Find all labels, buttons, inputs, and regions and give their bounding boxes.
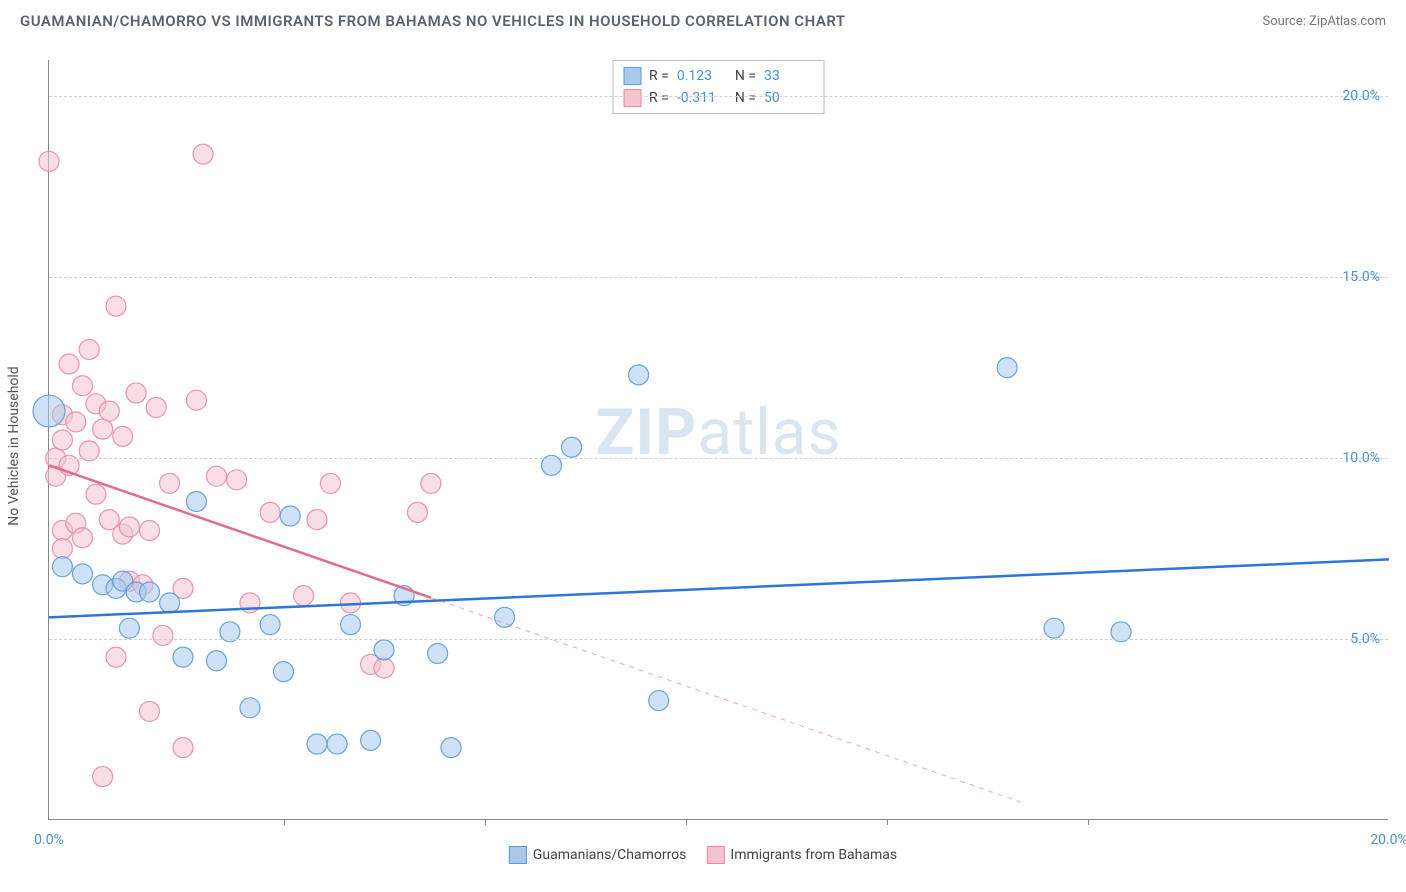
bottom-legend: Guamanians/Chamorros Immigrants from Baha…	[509, 846, 897, 864]
data-point	[186, 390, 206, 410]
data-point	[260, 615, 280, 635]
data-point	[207, 466, 227, 486]
data-point	[173, 738, 193, 758]
data-point	[320, 473, 340, 493]
x-tick	[1088, 819, 1089, 825]
data-point	[79, 340, 99, 360]
data-point	[629, 365, 649, 385]
trend-line-extrapolated	[431, 598, 1021, 802]
legend-item: Immigrants from Bahamas	[706, 846, 897, 864]
data-point	[52, 539, 72, 559]
legend-label: Guamanians/Chamorros	[533, 847, 687, 863]
data-point	[140, 701, 160, 721]
y-axis-title: No Vehicles in Household	[6, 366, 22, 525]
x-tick-label: 0.0%	[34, 832, 64, 848]
data-point	[119, 517, 139, 537]
data-point	[408, 502, 428, 522]
data-point	[33, 395, 65, 427]
trend-line	[49, 559, 1389, 617]
data-point	[153, 625, 173, 645]
x-tick	[284, 819, 285, 825]
data-point	[274, 662, 294, 682]
data-point	[193, 144, 213, 164]
y-tick-label: 15.0%	[1342, 269, 1380, 285]
data-point	[341, 615, 361, 635]
data-point	[126, 383, 146, 403]
data-point	[1044, 618, 1064, 638]
data-point	[327, 734, 347, 754]
data-point	[374, 640, 394, 660]
legend-label: Immigrants from Bahamas	[730, 847, 897, 863]
legend-swatch	[509, 846, 527, 864]
data-point	[260, 502, 280, 522]
data-point	[73, 564, 93, 584]
x-tick	[887, 819, 888, 825]
y-tick-label: 10.0%	[1342, 450, 1380, 466]
chart-title: GUAMANIAN/CHAMORRO VS IMMIGRANTS FROM BA…	[20, 12, 846, 30]
gridline	[49, 277, 1388, 278]
plot-area: ZIPatlas R = 0.123 N = 33 R = -0.311 N =…	[48, 60, 1388, 820]
data-point	[240, 698, 260, 718]
data-point	[106, 647, 126, 667]
data-point	[173, 647, 193, 667]
data-point	[140, 520, 160, 540]
data-point	[227, 470, 247, 490]
data-point	[52, 557, 72, 577]
data-point	[160, 593, 180, 613]
chart-svg	[49, 60, 1388, 819]
data-point	[421, 473, 441, 493]
data-point	[649, 691, 669, 711]
y-tick-label: 5.0%	[1350, 631, 1380, 647]
data-point	[93, 767, 113, 787]
data-point	[59, 354, 79, 374]
data-point	[73, 528, 93, 548]
data-point	[113, 426, 133, 446]
x-tick	[485, 819, 486, 825]
data-point	[66, 412, 86, 432]
data-point	[428, 644, 448, 664]
data-point	[361, 730, 381, 750]
data-point	[146, 397, 166, 417]
data-point	[294, 586, 314, 606]
data-point	[160, 473, 180, 493]
legend-item: Guamanians/Chamorros	[509, 846, 687, 864]
data-point	[495, 607, 515, 627]
gridline	[49, 96, 1388, 97]
gridline	[49, 639, 1388, 640]
data-point	[997, 358, 1017, 378]
chart-source: Source: ZipAtlas.com	[1262, 14, 1386, 29]
data-point	[374, 658, 394, 678]
data-point	[441, 738, 461, 758]
data-point	[140, 582, 160, 602]
data-point	[562, 437, 582, 457]
data-point	[106, 296, 126, 316]
y-tick-label: 20.0%	[1342, 88, 1380, 104]
data-point	[280, 506, 300, 526]
data-point	[52, 430, 72, 450]
x-tick	[686, 819, 687, 825]
data-point	[119, 618, 139, 638]
data-point	[86, 484, 106, 504]
data-point	[93, 419, 113, 439]
legend-swatch	[706, 846, 724, 864]
data-point	[39, 151, 59, 171]
gridline	[49, 458, 1388, 459]
x-tick-label: 20.0%	[1370, 832, 1406, 848]
data-point	[307, 734, 327, 754]
data-point	[207, 651, 227, 671]
data-point	[73, 376, 93, 396]
data-point	[307, 510, 327, 530]
data-point	[186, 492, 206, 512]
data-point	[99, 401, 119, 421]
